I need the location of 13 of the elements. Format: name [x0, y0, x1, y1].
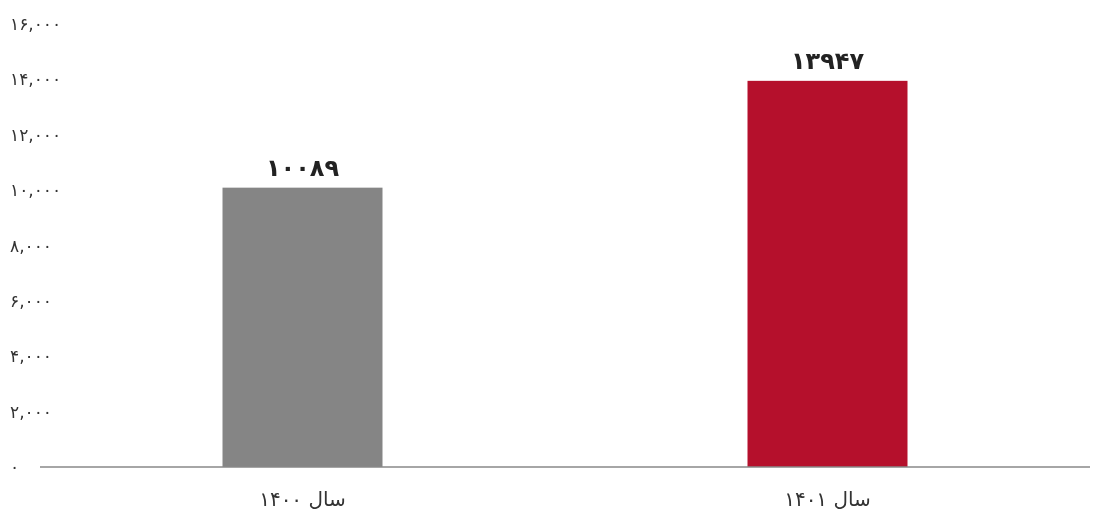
y-tick-label: ۴,۰۰۰	[10, 346, 52, 367]
y-tick-label: ۸,۰۰۰	[10, 235, 52, 256]
x-tick-label: سال ۱۴۰۰	[259, 487, 346, 511]
y-tick-label: ۱۴,۰۰۰	[10, 69, 62, 90]
y-tick-label: ۱۰,۰۰۰	[10, 180, 62, 201]
x-tick-label: سال ۱۴۰۱	[784, 487, 871, 511]
y-tick-label: ۶,۰۰۰	[10, 290, 52, 311]
y-tick-label: ۰	[10, 457, 20, 477]
y-tick-label: ۱۲,۰۰۰	[10, 124, 62, 145]
data-label: ۱۳۹۴۷	[790, 46, 865, 75]
data-label: ۱۰۰۸۹	[265, 153, 340, 182]
y-tick-label: ۲,۰۰۰	[10, 401, 52, 422]
y-tick-label: ۱۶,۰۰۰	[10, 14, 62, 34]
